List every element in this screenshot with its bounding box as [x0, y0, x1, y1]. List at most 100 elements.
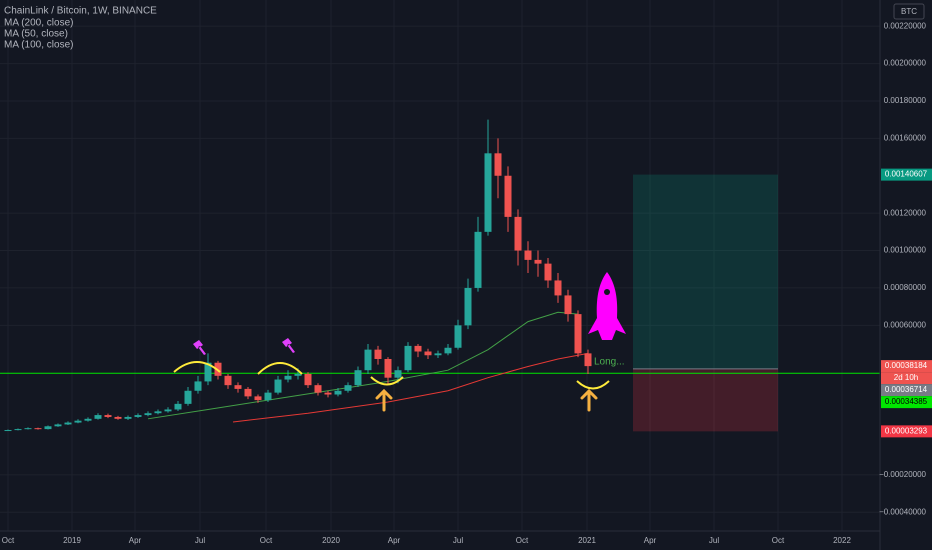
grid: [0, 0, 880, 531]
candle-body: [294, 373, 302, 376]
price-label: 0.00140607: [885, 170, 928, 179]
candle-body: [34, 428, 42, 430]
hammers: [193, 338, 295, 355]
y-tick-label: 0.00160000: [884, 133, 927, 142]
candle-body: [44, 426, 52, 430]
arrow-up: [375, 388, 393, 412]
x-tick-label: Apr: [129, 536, 142, 545]
x-tick-label: 2022: [833, 536, 851, 545]
candle-body: [364, 349, 372, 371]
candle-body: [344, 385, 352, 391]
candle-body: [324, 392, 332, 395]
y-tick-label: 0.00100000: [884, 246, 927, 255]
arc: [257, 362, 303, 375]
candle-body: [494, 153, 502, 176]
x-tick-label: Oct: [772, 536, 785, 545]
candle-body: [404, 345, 412, 371]
rocket-window: [604, 289, 610, 295]
rocket: [588, 272, 626, 340]
legend-entry: MA (50, close): [4, 29, 68, 40]
candle-body: [534, 259, 542, 264]
candle-body: [264, 392, 272, 401]
candle-body: [524, 250, 532, 260]
position-label: Long...: [594, 357, 625, 368]
y-tick-label: 0.00200000: [884, 59, 927, 68]
annotations: [173, 361, 610, 390]
x-tick-label: Oct: [260, 536, 273, 545]
candle-body: [84, 418, 92, 421]
y-tick-label: 0.00120000: [884, 208, 927, 217]
price-label: 0.00038184: [885, 361, 928, 370]
candle-body: [4, 430, 12, 432]
currency: BTC: [901, 7, 917, 16]
candle-body: [244, 388, 252, 397]
candle-body: [284, 375, 292, 380]
candle-body: [374, 349, 382, 359]
moving-average-line: [147, 311, 579, 420]
candle-body: [114, 416, 122, 419]
x-tick-label: Jul: [195, 536, 205, 545]
candle-body: [574, 314, 582, 354]
chart-title: ChainLink / Bitcoin, 1W, BINANCE: [4, 6, 157, 17]
candle-body: [504, 175, 512, 217]
candle-body: [144, 413, 152, 416]
x-tick-label: 2020: [322, 536, 340, 545]
candle-body: [74, 420, 82, 423]
candle-body: [124, 416, 132, 419]
candle-body: [304, 373, 312, 386]
candle-body: [464, 287, 472, 326]
candle-body: [564, 295, 572, 315]
candle-body: [164, 409, 172, 412]
price-label-bg: [881, 360, 932, 373]
candle-body: [354, 370, 362, 386]
candle-body: [154, 411, 162, 414]
candle-body: [384, 358, 392, 378]
candle-body: [314, 385, 322, 393]
price-label-bg: [881, 168, 932, 181]
x-tick-label: Jul: [453, 536, 463, 545]
candle-body: [424, 351, 432, 356]
candle-body: [184, 390, 192, 404]
candle-body: [134, 415, 142, 417]
legend-entry: MA (100, close): [4, 40, 73, 51]
hammer-icon: [282, 338, 295, 353]
candle-body: [584, 353, 592, 367]
rocket-icon: [588, 272, 626, 340]
y-tick-label: 0.00220000: [884, 21, 927, 30]
countdown: 2d 10h: [894, 373, 918, 382]
price-label-bg: [881, 396, 932, 409]
candle-body: [94, 415, 102, 419]
y-tick-label: 0.00060000: [884, 320, 927, 329]
candle-body: [444, 347, 452, 354]
candle-body: [274, 379, 282, 393]
y-tick-label: −0.00020000: [879, 470, 926, 479]
price-label-bg: [881, 384, 932, 397]
x-tick-label: Oct: [516, 536, 529, 545]
arrows: [375, 388, 598, 412]
x-tick-label: Jul: [709, 536, 719, 545]
candle-body: [24, 428, 32, 430]
arc: [576, 380, 610, 390]
arc: [173, 361, 221, 373]
price-label: 0.00034385: [885, 397, 928, 406]
price-label: 0.00036714: [885, 385, 928, 394]
candle-body: [414, 345, 422, 352]
price-label-bg: [881, 425, 932, 438]
candle-body: [204, 362, 212, 382]
arc: [370, 376, 404, 386]
legend: ChainLink / Bitcoin, 1W, BINANCE MA (200…: [4, 6, 157, 51]
candle-body: [434, 353, 442, 356]
candle-body: [104, 415, 112, 417]
hammer-icon: [193, 340, 206, 355]
candle-body: [14, 429, 22, 431]
price-labels: 0.00140607 0.00038184 2d 10h 0.00036714 0.00…: [881, 168, 932, 438]
price-label: 0.00003293: [885, 426, 928, 435]
candle-body: [334, 390, 342, 395]
candle-body: [544, 263, 552, 281]
x-tick-label: 2021: [578, 536, 596, 545]
candle-body: [224, 375, 232, 386]
candle-body: [394, 370, 402, 378]
y-tick-label: −0.00040000: [879, 507, 926, 516]
